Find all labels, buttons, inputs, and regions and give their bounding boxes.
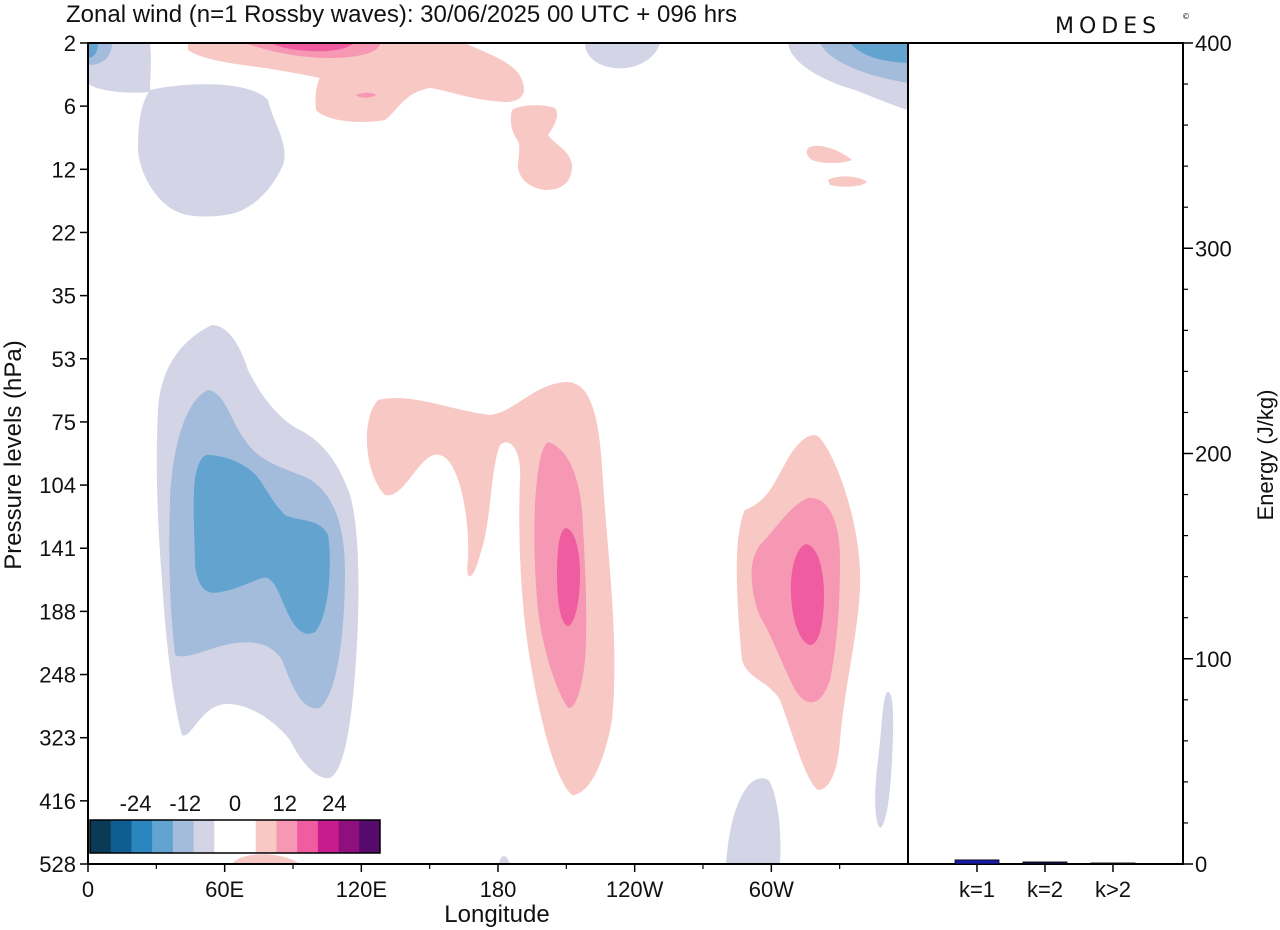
contour-pos-lower: [232, 854, 300, 864]
x-tick-label: 120W: [606, 877, 664, 902]
colorbar-swatch: [359, 820, 381, 853]
contour-pos-upper-3: [270, 43, 355, 52]
contour-pos-blob-a: [356, 92, 376, 98]
colorbar-swatch: [90, 820, 112, 853]
colorbar: -24 -12 0 12 24: [89, 791, 381, 854]
y-tick-label: 75: [52, 410, 76, 435]
energy-tick-label: 200: [1195, 442, 1232, 467]
y-tick-label: 53: [52, 347, 76, 372]
x-tick-label: 180: [480, 877, 517, 902]
contour-pos-streak-c: [828, 176, 867, 187]
y-tick-label: 141: [39, 536, 76, 561]
y-tick-label: 6: [64, 94, 76, 119]
energy-axis: 0 100 200 300 400: [1183, 31, 1232, 877]
energy-bar: [954, 859, 1000, 865]
energy-bars: k=1 k=2 k>2: [954, 859, 1136, 902]
energy-tick-label: 0: [1195, 852, 1207, 877]
contour-field: [88, 43, 908, 864]
y-tick-label: 323: [39, 726, 76, 751]
x-tick-label: 120E: [336, 877, 387, 902]
energy-bar: [1090, 862, 1136, 865]
energy-plot-frame: [907, 42, 1184, 865]
y-axis-label: Pressure levels (hPa): [0, 340, 27, 569]
energy-bar: [1022, 861, 1068, 865]
contour-neg-lower-streak: [875, 691, 894, 828]
colorbar-swatch: [152, 820, 174, 853]
colorbar-swatch: [172, 820, 194, 853]
contour-neg-stratosphere: [138, 84, 285, 217]
colorbar-swatch: [317, 820, 339, 853]
energy-tick-label: 400: [1195, 31, 1232, 56]
colorbar-swatch: [110, 820, 132, 853]
contour-neg-top-middle: [585, 43, 660, 69]
contour-pos-streak-a: [510, 105, 572, 190]
x-tick-label: 0: [82, 877, 94, 902]
bar-category-label: k=1: [959, 877, 995, 902]
colorbar-swatch: [276, 820, 298, 853]
pressure-axis: 2 6 12 22 35 53 75 104 141 188 248 323 416 528: [39, 31, 88, 877]
energy-tick-label: 300: [1195, 236, 1232, 261]
modes-logo-mark: ©: [1182, 12, 1190, 21]
modes-logo: MODES ©: [1055, 12, 1190, 39]
contour-neg-upper-left-3: [88, 43, 98, 58]
contour-pos-streak-b: [806, 145, 852, 163]
contour-pos-dateline-core: [557, 528, 580, 626]
chart-title: Zonal wind (n=1 Rossby waves): 30/06/202…: [66, 1, 737, 28]
colorbar-swatch: [255, 820, 277, 853]
energy-axis-label: Energy (J/kg): [1253, 390, 1278, 521]
colorbar-swatch: [193, 820, 215, 853]
colorbar-tick-label: -24: [120, 791, 152, 816]
y-tick-label: 35: [52, 284, 76, 309]
bar-category-label: k=2: [1027, 877, 1063, 902]
colorbar-tick-label: -12: [169, 791, 201, 816]
colorbar-tick-label: 0: [229, 791, 241, 816]
colorbar-frame: [89, 819, 381, 854]
y-tick-label: 104: [39, 473, 76, 498]
x-axis-label: Longitude: [444, 901, 549, 928]
colorbar-swatch: [214, 820, 236, 853]
colorbar-tick-label: 24: [322, 791, 346, 816]
y-tick-label: 528: [39, 852, 76, 877]
y-tick-label: 2: [64, 31, 76, 56]
y-tick-label: 248: [39, 663, 76, 688]
colorbar-swatch: [297, 820, 319, 853]
energy-tick-label: 100: [1195, 647, 1232, 672]
modes-logo-text: MODES: [1055, 14, 1161, 39]
colorbar-tick-label: 12: [272, 791, 296, 816]
y-tick-label: 12: [52, 157, 76, 182]
contour-pos-upper: [188, 43, 525, 122]
contour-neg-trop-core: [193, 455, 330, 634]
y-tick-label: 22: [52, 220, 76, 245]
contour-pos-right-core: [790, 544, 824, 645]
contour-neg-lower-dot: [499, 856, 510, 864]
x-tick-label: 60W: [749, 877, 794, 902]
colorbar-swatch: [338, 820, 360, 853]
longitude-axis: 0 60E 120E 180 120W 60W: [82, 864, 841, 902]
y-tick-label: 188: [39, 599, 76, 624]
contour-neg-lower-blob: [726, 778, 781, 864]
bar-category-label: k>2: [1095, 877, 1131, 902]
colorbar-swatch: [235, 820, 257, 853]
contour-neg-upper-right-3: [850, 43, 908, 63]
colorbar-swatch: [131, 820, 153, 853]
x-tick-label: 60E: [205, 877, 244, 902]
y-tick-label: 416: [39, 789, 76, 814]
